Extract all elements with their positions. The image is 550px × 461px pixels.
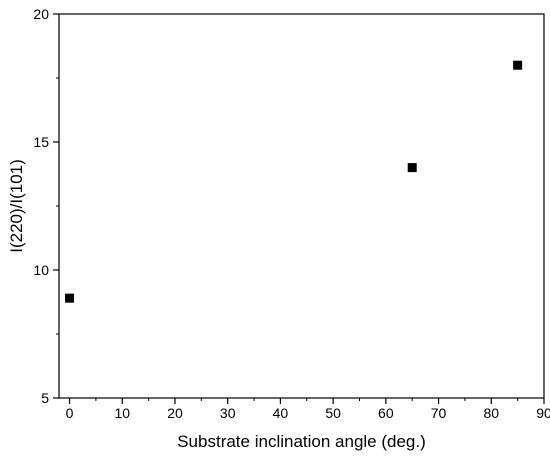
y-tick-label: 5 (41, 390, 49, 406)
plot-border (58, 13, 545, 399)
plot-frame (58, 13, 545, 399)
x-tick-label: 40 (273, 405, 289, 421)
data-point (65, 293, 75, 303)
x-tick-label: 60 (378, 405, 394, 421)
y-axis-ticks: 5 10 15 20 (33, 6, 59, 406)
x-axis-ticks: 0 10 20 30 40 50 60 70 80 90 (66, 398, 550, 421)
x-axis-title: Substrate inclination angle (deg.) (177, 432, 426, 451)
y-tick-label: 15 (33, 134, 49, 150)
y-tick-label: 20 (33, 6, 49, 22)
x-tick-label: 30 (220, 405, 236, 421)
x-tick-label: 10 (114, 405, 130, 421)
data-points (65, 60, 523, 303)
data-point (513, 60, 523, 70)
y-tick-label: 10 (33, 262, 49, 278)
x-tick-label: 50 (325, 405, 341, 421)
x-tick-label: 0 (66, 405, 74, 421)
x-tick-label: 20 (167, 405, 183, 421)
data-point (407, 163, 417, 173)
x-tick-label: 70 (431, 405, 447, 421)
x-tick-label: 90 (536, 405, 550, 421)
y-axis-title: I(220)/I(101) (7, 159, 26, 253)
x-tick-label: 80 (483, 405, 499, 421)
